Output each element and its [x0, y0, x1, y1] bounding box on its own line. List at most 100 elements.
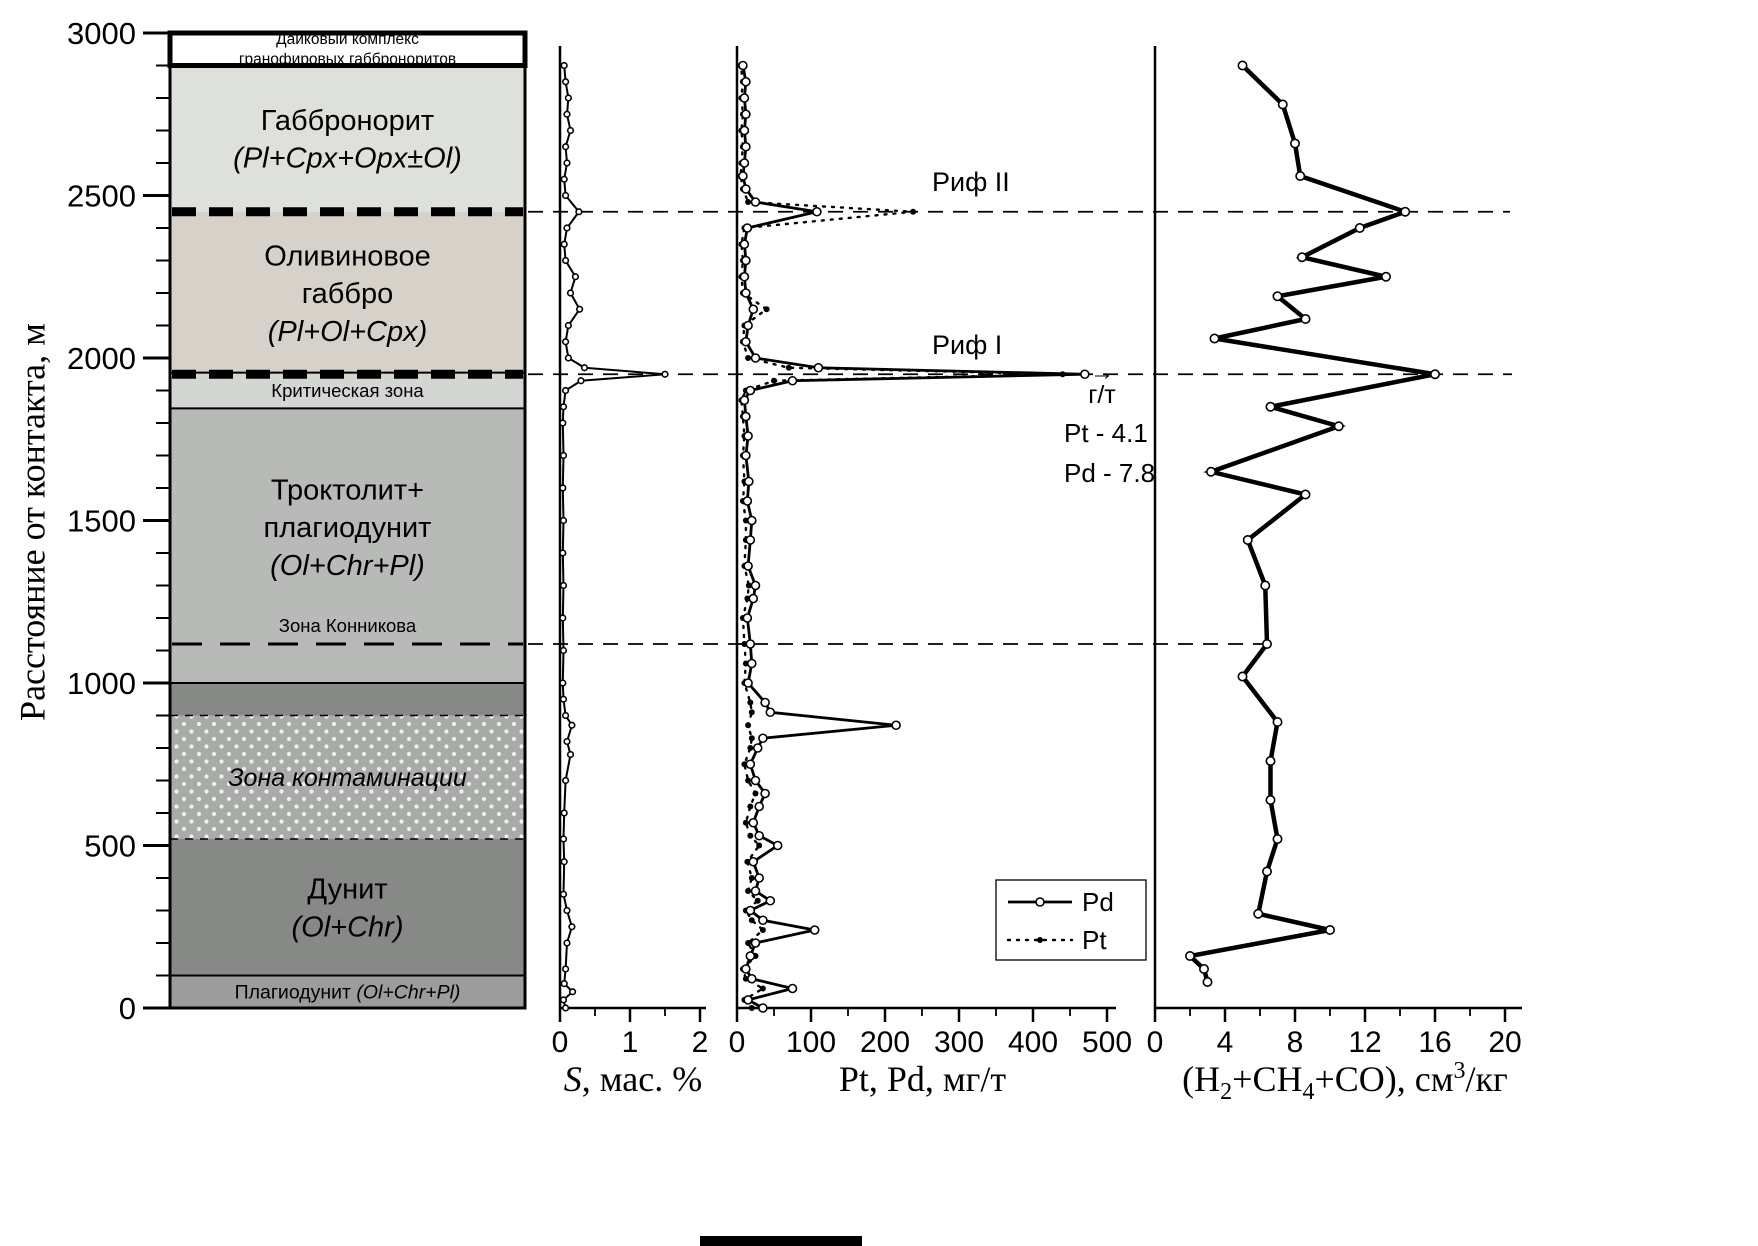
pt-marker — [742, 819, 749, 826]
data-marker — [812, 206, 822, 217]
offscale-annotation: → г/т — [1070, 359, 1134, 409]
data-marker — [1080, 369, 1090, 380]
x-tick-label: 500 — [1082, 1026, 1132, 1059]
data-marker — [1290, 138, 1301, 149]
s-series-line — [561, 65, 666, 1009]
data-marker — [568, 988, 577, 996]
data-marker — [741, 450, 751, 461]
legend-label-pt: Pt — [1082, 925, 1107, 955]
unit-label-plagiodunite: Плагиодунит (Ol+Chr+Pl) — [235, 982, 461, 1004]
data-marker — [750, 886, 761, 896]
data-marker — [559, 484, 567, 492]
right-arrow-icon: → — [1090, 359, 1114, 386]
data-marker — [787, 375, 798, 386]
data-marker — [739, 239, 750, 250]
data-marker — [564, 321, 573, 330]
data-marker — [559, 549, 567, 557]
data-marker — [745, 905, 756, 916]
data-marker — [743, 678, 753, 688]
data-marker — [559, 890, 568, 898]
data-marker — [559, 835, 568, 843]
unit-label-troctolite-plagiodunite: (Ol+Chr+Pl) — [270, 550, 425, 582]
data-marker — [559, 996, 568, 1004]
data-marker — [661, 370, 669, 378]
unit-plagiodunite — [171, 975, 524, 1008]
data-marker — [758, 1003, 768, 1013]
data-marker — [746, 658, 757, 669]
data-marker — [1272, 716, 1283, 727]
data-marker — [568, 923, 576, 931]
data-marker — [750, 775, 761, 786]
data-marker — [743, 431, 753, 441]
depth-axis: 0 500 1000 1500 2000 2500 3000 — [67, 16, 170, 1026]
s-axis-title-unit: , мас. % — [581, 1059, 703, 1099]
data-marker — [563, 224, 571, 232]
data-marker — [741, 255, 751, 266]
data-marker — [561, 338, 570, 346]
data-marker — [739, 125, 750, 136]
legend-box — [995, 879, 1147, 961]
pt-marker — [747, 803, 754, 810]
rif2-label: Риф II — [932, 167, 1010, 197]
data-marker — [760, 788, 770, 799]
data-marker — [748, 856, 759, 867]
bottom-crop-bar — [700, 1236, 862, 1246]
data-marker — [561, 776, 570, 785]
data-marker — [748, 304, 759, 315]
data-marker — [743, 561, 753, 571]
s-axis-title: S, мас. % — [548, 1058, 718, 1100]
x-tick-label: 0 — [729, 1026, 746, 1059]
data-marker — [750, 197, 761, 207]
data-marker — [560, 980, 568, 988]
data-marker — [1237, 60, 1248, 71]
data-marker — [739, 271, 750, 282]
data-marker — [745, 535, 756, 545]
data-marker — [754, 801, 765, 812]
data-marker — [1206, 466, 1217, 477]
data-marker — [575, 208, 583, 216]
data-marker — [742, 613, 753, 623]
data-marker — [1297, 252, 1308, 263]
pt-marker — [748, 917, 755, 924]
data-marker — [559, 581, 568, 590]
data-marker — [568, 721, 576, 729]
data-marker — [559, 419, 567, 427]
data-marker — [559, 695, 568, 703]
data-marker — [741, 109, 751, 120]
data-marker — [765, 707, 776, 718]
pt-offscale-value: Pt - 4.1 — [1064, 418, 1148, 448]
data-marker — [566, 126, 575, 135]
data-marker — [561, 78, 570, 86]
pt-marker — [745, 582, 752, 589]
data-marker — [1265, 755, 1276, 766]
data-marker — [1242, 534, 1253, 545]
data-marker — [1272, 833, 1283, 844]
unit-label-critical-zone: Критическая зона — [271, 380, 424, 401]
data-marker — [743, 320, 753, 331]
legend: Pd Pt — [995, 879, 1147, 961]
y-axis-title: Расстояние от контакта, м — [12, 323, 53, 721]
data-marker — [1209, 333, 1220, 344]
depth-tick-label: 2000 — [67, 341, 136, 376]
unit-gabbronorite — [171, 65, 524, 212]
pt-marker — [745, 355, 752, 361]
s-panel: 0 1 2 — [552, 46, 708, 1059]
data-marker — [561, 965, 570, 973]
data-marker — [559, 403, 568, 411]
gas-panel: 0 4 8 12 16 20 — [1147, 46, 1522, 1059]
x-tick-label: 0 — [1147, 1026, 1164, 1059]
data-marker — [758, 915, 768, 926]
data-marker — [575, 305, 584, 313]
x-tick-label: 1 — [622, 1026, 639, 1059]
unit-label-gabbronorite: (Pl+Cpx+Opx±Ol) — [233, 143, 462, 175]
data-marker — [1265, 794, 1276, 805]
unit-dunite-upper-band — [171, 683, 524, 716]
data-marker — [741, 76, 751, 87]
data-marker — [743, 995, 753, 1005]
data-marker — [739, 395, 750, 406]
data-marker — [745, 385, 756, 396]
unit-label-dunite: Дунит — [307, 874, 387, 906]
gas-axis-title: (H2+CH4+CO), см3/кг — [1182, 1058, 1508, 1106]
data-marker — [559, 614, 567, 622]
